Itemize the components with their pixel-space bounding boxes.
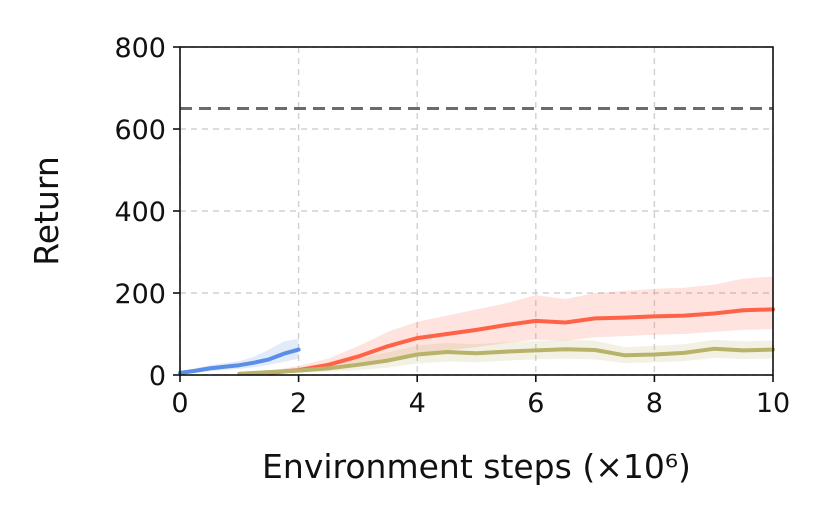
x-axis-ticks: 0 2 4 6 8 10 <box>171 375 790 419</box>
y-tick-label-2: 400 <box>114 197 166 228</box>
series-1-band <box>268 276 773 375</box>
x-tick-label-0: 0 <box>171 388 188 419</box>
series-0-band <box>180 338 299 375</box>
x-tick-label-5: 10 <box>756 388 790 419</box>
y-tick-label-3: 600 <box>114 115 166 146</box>
series-2-line <box>237 346 775 376</box>
series-2-band <box>239 339 774 375</box>
series-0-line <box>178 347 301 375</box>
x-axis-label: Environment steps (×10⁶) <box>262 447 691 486</box>
y-tick-label-0: 0 <box>149 361 166 392</box>
x-tick-label-3: 6 <box>527 388 544 419</box>
y-tick-label-1: 200 <box>114 279 166 310</box>
confidence-bands <box>180 276 774 375</box>
y-axis-ticks: 0 200 400 600 800 <box>114 33 180 392</box>
x-tick-label-4: 8 <box>646 388 663 419</box>
y-axis-label: Return <box>27 156 66 266</box>
y-tick-label-4: 800 <box>114 33 166 64</box>
series-lines <box>178 307 775 376</box>
x-tick-label-2: 4 <box>409 388 426 419</box>
series-1-line <box>266 307 775 375</box>
x-tick-label-1: 2 <box>290 388 307 419</box>
